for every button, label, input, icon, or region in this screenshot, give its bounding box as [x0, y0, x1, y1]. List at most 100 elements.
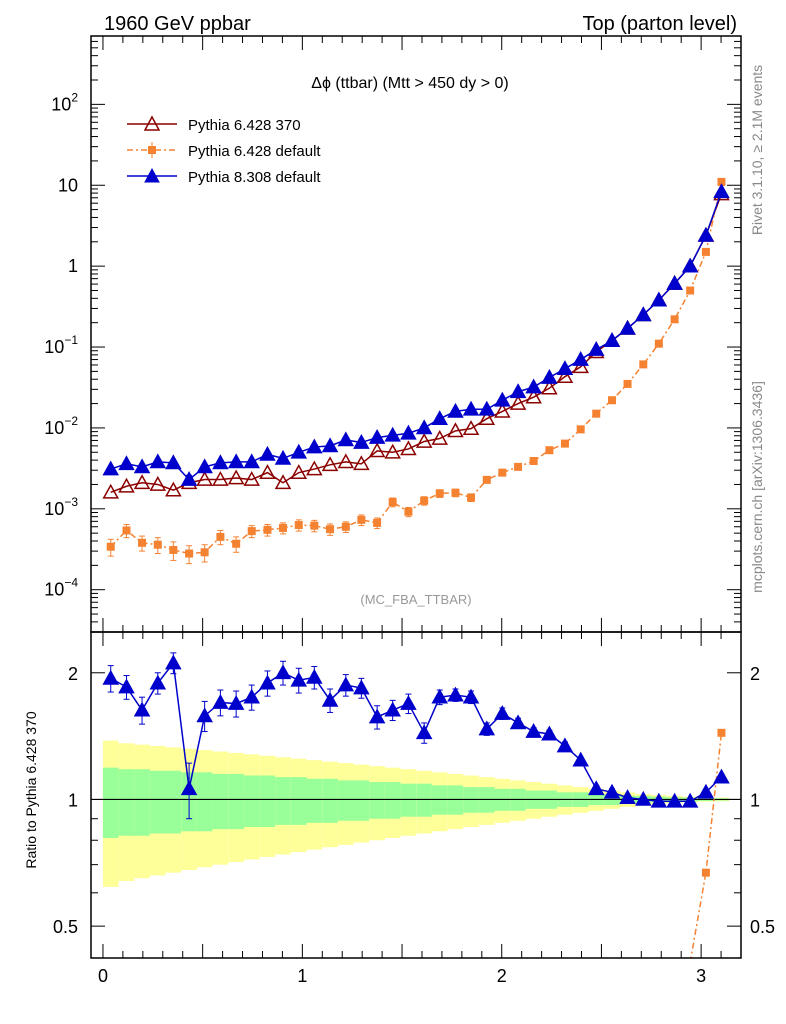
- data-point-filled-triangle: [635, 790, 652, 806]
- data-point-filled-triangle: [572, 351, 589, 366]
- analysis-watermark: (MC_FBA_TTBAR): [360, 592, 471, 607]
- data-point-open-triangle: [196, 471, 213, 486]
- data-point-filled-triangle: [274, 449, 292, 465]
- data-point-square: [623, 379, 632, 388]
- band-inner-segment: [337, 780, 354, 821]
- band-inner-segment: [228, 773, 244, 830]
- data-point-open-triangle: [227, 469, 245, 485]
- data-point-filled-triangle: [368, 708, 386, 724]
- data-point-open-triangle: [494, 402, 511, 418]
- data-point-filled-triangle: [196, 707, 213, 723]
- data-point-filled-triangle: [227, 453, 245, 469]
- data-point-square: [420, 496, 429, 505]
- data-point-open-triangle: [478, 410, 496, 426]
- data-point-square: [326, 525, 335, 534]
- data-point-filled-triangle: [681, 792, 699, 808]
- band-inner-segment: [275, 777, 291, 825]
- band-inner-segment: [290, 777, 307, 825]
- legend-entry-p6-default: Pythia 6.428 default: [127, 142, 321, 160]
- plot-title: Δϕ (ttbar) (Mtt > 450 dy > 0): [311, 75, 509, 92]
- data-point-square: [247, 527, 256, 536]
- x-tick-label: 2: [497, 966, 507, 986]
- data-point-open-triangle: [384, 443, 401, 459]
- data-point-filled-triangle: [133, 458, 151, 474]
- data-point-filled-triangle: [337, 676, 355, 692]
- data-point-square: [435, 489, 444, 498]
- data-point-filled-triangle: [619, 789, 636, 804]
- series-line: [110, 191, 723, 481]
- data-point-filled-triangle: [165, 654, 182, 670]
- data-point-filled-triangle: [541, 725, 558, 741]
- data-point-filled-triangle: [666, 792, 683, 808]
- data-point-filled-triangle: [525, 723, 542, 738]
- band-inner-segment: [196, 772, 213, 832]
- band-inner-segment: [416, 783, 433, 817]
- series-p6_default-ratio: [686, 728, 726, 966]
- data-point-open-triangle: [415, 432, 433, 448]
- data-point-filled-triangle: [635, 306, 652, 322]
- data-point-square: [545, 446, 554, 455]
- legend-marker-filled-triangle: [144, 167, 160, 183]
- band-inner-segment: [353, 780, 370, 821]
- data-point-filled-triangle: [619, 319, 636, 335]
- data-point-filled-triangle: [603, 783, 621, 799]
- data-point-filled-triangle: [447, 402, 464, 418]
- band-inner-segment: [369, 782, 385, 819]
- data-point-square: [122, 526, 131, 535]
- data-point-filled-triangle: [478, 720, 496, 736]
- series-line: [110, 661, 722, 803]
- data-point-open-triangle: [102, 483, 120, 499]
- y-tick-label-exponent: 2: [71, 90, 78, 104]
- data-point-filled-triangle: [118, 455, 135, 471]
- data-point-square: [294, 521, 303, 530]
- data-point-filled-triangle: [290, 671, 308, 687]
- band-inner-segment: [306, 778, 323, 823]
- data-point-filled-triangle: [149, 453, 167, 469]
- data-point-open-triangle: [212, 471, 229, 486]
- x-tick-label: 3: [696, 966, 706, 986]
- series-p8-ratio: [102, 652, 730, 820]
- data-point-square: [310, 521, 319, 530]
- x-tick-label: 0: [98, 966, 108, 986]
- data-point-square: [592, 409, 601, 418]
- data-point-filled-triangle: [165, 454, 182, 470]
- data-point-filled-triangle: [431, 410, 449, 426]
- data-point-filled-triangle: [697, 226, 715, 242]
- band-inner-segment: [322, 778, 338, 823]
- band-inner-segment: [400, 783, 417, 817]
- data-point-filled-triangle: [400, 424, 417, 440]
- data-point-open-triangle: [400, 440, 417, 456]
- data-point-filled-triangle: [462, 688, 480, 704]
- data-point-square: [263, 525, 272, 534]
- legend-entry-p6-370: Pythia 6.428 370: [127, 115, 301, 134]
- band-inner-segment: [165, 770, 182, 834]
- y-tick-label: 1: [68, 256, 78, 276]
- data-point-filled-triangle: [541, 368, 558, 384]
- data-point-square: [451, 488, 460, 497]
- data-point-filled-triangle: [102, 460, 120, 476]
- data-point-square: [138, 538, 147, 547]
- data-point-filled-triangle: [243, 453, 260, 469]
- y-tick-label: 10−4: [44, 576, 78, 600]
- data-point-filled-triangle: [306, 438, 323, 454]
- data-point-open-triangle: [572, 358, 589, 374]
- data-point-square: [717, 177, 726, 186]
- data-point-filled-triangle: [587, 341, 605, 356]
- data-point-filled-triangle: [290, 443, 308, 459]
- data-point-filled-triangle: [243, 688, 260, 704]
- data-point-square: [686, 958, 694, 966]
- data-point-square: [639, 360, 648, 369]
- ratio-y-tick-label-right: 2: [750, 664, 760, 684]
- data-point-filled-triangle: [431, 688, 449, 704]
- data-point-open-triangle: [462, 420, 480, 435]
- data-point-square: [357, 515, 366, 524]
- data-point-open-triangle: [149, 475, 167, 491]
- series-p6_default-main: [106, 177, 726, 565]
- data-point-filled-triangle: [212, 693, 229, 709]
- ratio-panel-frame: [90, 631, 742, 959]
- data-point-open-triangle: [541, 379, 558, 395]
- data-point-filled-triangle: [415, 419, 433, 435]
- data-point-open-triangle: [337, 453, 355, 469]
- data-point-open-triangle: [306, 460, 323, 476]
